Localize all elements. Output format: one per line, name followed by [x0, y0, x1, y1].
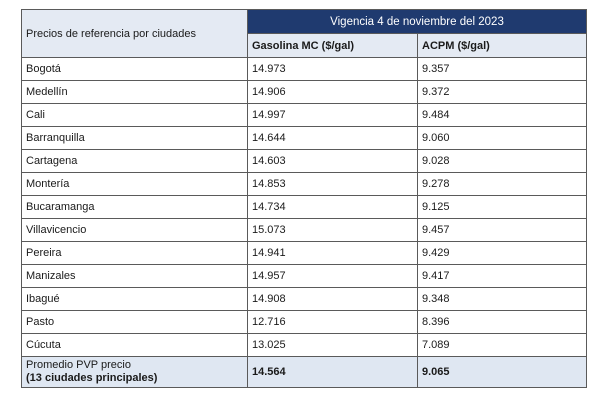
- city-cell: Pereira: [21, 241, 248, 265]
- average-gasolina: 14.564: [247, 356, 418, 388]
- acpm-cell: 9.278: [416, 172, 588, 196]
- gasolina-cell: 14.734: [247, 195, 418, 219]
- city-cell: Bucaramanga: [21, 195, 248, 219]
- gasolina-cell: 14.906: [247, 80, 418, 104]
- acpm-cell: 9.417: [416, 264, 588, 288]
- acpm-cell: 9.125: [416, 195, 588, 219]
- city-cell: Manizales: [21, 264, 248, 288]
- table-row: Bucaramanga 14.734 9.125: [21, 195, 588, 219]
- average-label-line2: (13 ciudades principales): [26, 372, 158, 384]
- gasolina-cell: 14.941: [247, 241, 418, 265]
- table-row: Villavicencio 15.073 9.457: [21, 218, 588, 242]
- acpm-cell: 8.396: [416, 310, 588, 334]
- acpm-cell: 9.372: [416, 80, 588, 104]
- acpm-cell: 9.357: [416, 57, 588, 81]
- gasolina-cell: 14.908: [247, 287, 418, 311]
- city-cell: Barranquilla: [21, 126, 248, 150]
- gasolina-cell: 14.853: [247, 172, 418, 196]
- gasolina-cell: 13.025: [247, 333, 418, 357]
- gasolina-cell: 14.644: [247, 126, 418, 150]
- acpm-cell: 9.457: [416, 218, 588, 242]
- average-acpm: 9.065: [416, 356, 588, 388]
- table-row: Cartagena 14.603 9.028: [21, 149, 588, 173]
- gasolina-cell: 14.973: [247, 57, 418, 81]
- table-row: Barranquilla 14.644 9.060: [21, 126, 588, 150]
- table-row: Ibagué 14.908 9.348: [21, 287, 588, 311]
- header-gasolina: Gasolina MC ($/gal): [247, 33, 418, 58]
- table-row: Manizales 14.957 9.417: [21, 264, 588, 288]
- header-acpm: ACPM ($/gal): [416, 33, 588, 58]
- city-cell: Cartagena: [21, 149, 248, 173]
- table-row: Medellín 14.906 9.372: [21, 80, 588, 104]
- acpm-cell: 9.484: [416, 103, 588, 127]
- table-row: Cali 14.997 9.484: [21, 103, 588, 127]
- average-label: Promedio PVP precio (13 ciudades princip…: [21, 356, 248, 388]
- city-cell: Medellín: [21, 80, 248, 104]
- header-cities: Precios de referencia por ciudades: [21, 9, 248, 58]
- average-row: Promedio PVP precio (13 ciudades princip…: [21, 356, 588, 388]
- table-row: Bogotá 14.973 9.357: [21, 57, 588, 81]
- table-row: Montería 14.853 9.278: [21, 172, 588, 196]
- table-row: Pasto 12.716 8.396: [21, 310, 588, 334]
- gasolina-cell: 12.716: [247, 310, 418, 334]
- acpm-cell: 9.028: [416, 149, 588, 173]
- city-cell: Bogotá: [21, 57, 248, 81]
- city-cell: Montería: [21, 172, 248, 196]
- gasolina-cell: 15.073: [247, 218, 418, 242]
- city-cell: Cali: [21, 103, 248, 127]
- city-cell: Pasto: [21, 310, 248, 334]
- city-cell: Ibagué: [21, 287, 248, 311]
- acpm-cell: 7.089: [416, 333, 588, 357]
- table-row: Pereira 14.941 9.429: [21, 241, 588, 265]
- table-row: Cúcuta 13.025 7.089: [21, 333, 588, 357]
- acpm-cell: 9.060: [416, 126, 588, 150]
- gasolina-cell: 14.603: [247, 149, 418, 173]
- gasolina-cell: 14.957: [247, 264, 418, 288]
- table-body: Bogotá 14.973 9.357 Medellín 14.906 9.372 Cali…: [21, 57, 588, 357]
- price-table: Precios de referencia por ciudades Vigen…: [21, 9, 588, 388]
- city-cell: Villavicencio: [21, 218, 248, 242]
- header-vigencia: Vigencia 4 de noviembre del 2023: [246, 9, 588, 34]
- acpm-cell: 9.429: [416, 241, 588, 265]
- acpm-cell: 9.348: [416, 287, 588, 311]
- gasolina-cell: 14.997: [247, 103, 418, 127]
- average-label-line1: Promedio PVP precio: [26, 359, 131, 371]
- city-cell: Cúcuta: [21, 333, 248, 357]
